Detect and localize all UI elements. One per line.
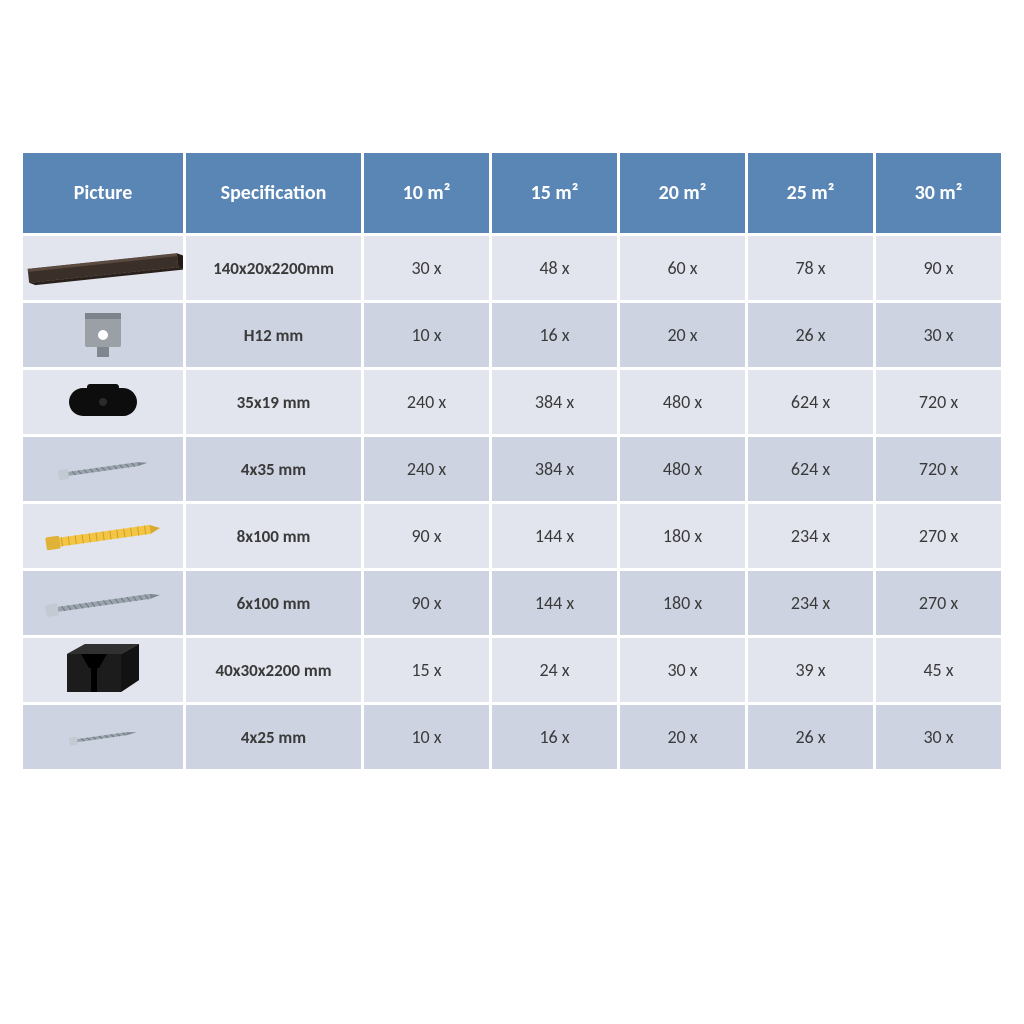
col-25m2: 25 m² xyxy=(748,153,873,233)
qty-cell: 30 x xyxy=(876,303,1001,367)
table-row: 35x19 mm240 x384 x480 x624 x720 x xyxy=(23,370,1001,434)
qty-cell: 240 x xyxy=(364,370,489,434)
qty-cell: 30 x xyxy=(876,705,1001,769)
qty-cell: 270 x xyxy=(876,504,1001,568)
qty-cell: 90 x xyxy=(876,236,1001,300)
qty-cell: 30 x xyxy=(364,236,489,300)
qty-cell: 10 x xyxy=(364,705,489,769)
spec-cell: H12 mm xyxy=(186,303,361,367)
qty-cell: 480 x xyxy=(620,437,745,501)
screw-tiny-icon xyxy=(23,705,183,769)
table-row: 4x25 mm10 x16 x20 x26 x30 x xyxy=(23,705,1001,769)
table-row: 140x20x2200mm30 x48 x60 x78 x90 x xyxy=(23,236,1001,300)
spec-cell: 35x19 mm xyxy=(186,370,361,434)
qty-cell: 26 x xyxy=(748,303,873,367)
spec-cell: 6x100 mm xyxy=(186,571,361,635)
table-row: 6x100 mm90 x144 x180 x234 x270 x xyxy=(23,571,1001,635)
table-row: 8x100 mm90 x144 x180 x234 x270 x xyxy=(23,504,1001,568)
qty-cell: 144 x xyxy=(492,504,617,568)
qty-cell: 48 x xyxy=(492,236,617,300)
black-clip-icon xyxy=(23,370,183,434)
screw-long-icon xyxy=(23,571,183,635)
table-row: H12 mm10 x16 x20 x26 x30 x xyxy=(23,303,1001,367)
qty-cell: 720 x xyxy=(876,437,1001,501)
clip-icon xyxy=(23,303,183,367)
qty-cell: 270 x xyxy=(876,571,1001,635)
qty-cell: 78 x xyxy=(748,236,873,300)
parts-table: Picture Specification 10 m² 15 m² 20 m² … xyxy=(20,150,1004,772)
col-picture: Picture xyxy=(23,153,183,233)
qty-cell: 720 x xyxy=(876,370,1001,434)
col-10m2: 10 m² xyxy=(364,153,489,233)
spec-cell: 8x100 mm xyxy=(186,504,361,568)
qty-cell: 480 x xyxy=(620,370,745,434)
joist-icon xyxy=(23,638,183,702)
qty-cell: 30 x xyxy=(620,638,745,702)
qty-cell: 26 x xyxy=(748,705,873,769)
qty-cell: 240 x xyxy=(364,437,489,501)
qty-cell: 624 x xyxy=(748,370,873,434)
qty-cell: 624 x xyxy=(748,437,873,501)
qty-cell: 16 x xyxy=(492,705,617,769)
qty-cell: 20 x xyxy=(620,303,745,367)
qty-cell: 24 x xyxy=(492,638,617,702)
qty-cell: 90 x xyxy=(364,504,489,568)
col-15m2: 15 m² xyxy=(492,153,617,233)
qty-cell: 45 x xyxy=(876,638,1001,702)
col-20m2: 20 m² xyxy=(620,153,745,233)
header-row: Picture Specification 10 m² 15 m² 20 m² … xyxy=(23,153,1001,233)
spec-cell: 4x35 mm xyxy=(186,437,361,501)
qty-cell: 180 x xyxy=(620,504,745,568)
spec-cell: 40x30x2200 mm xyxy=(186,638,361,702)
screw-small-icon xyxy=(23,437,183,501)
spec-cell: 4x25 mm xyxy=(186,705,361,769)
qty-cell: 234 x xyxy=(748,504,873,568)
qty-cell: 384 x xyxy=(492,370,617,434)
qty-cell: 15 x xyxy=(364,638,489,702)
table-row: 40x30x2200 mm15 x24 x30 x39 x45 x xyxy=(23,638,1001,702)
spec-cell: 140x20x2200mm xyxy=(186,236,361,300)
qty-cell: 180 x xyxy=(620,571,745,635)
dowel-icon xyxy=(23,504,183,568)
qty-cell: 144 x xyxy=(492,571,617,635)
qty-cell: 10 x xyxy=(364,303,489,367)
col-30m2: 30 m² xyxy=(876,153,1001,233)
qty-cell: 90 x xyxy=(364,571,489,635)
qty-cell: 60 x xyxy=(620,236,745,300)
qty-cell: 16 x xyxy=(492,303,617,367)
qty-cell: 234 x xyxy=(748,571,873,635)
qty-cell: 384 x xyxy=(492,437,617,501)
table-row: 4x35 mm240 x384 x480 x624 x720 x xyxy=(23,437,1001,501)
qty-cell: 39 x xyxy=(748,638,873,702)
col-spec: Specification xyxy=(186,153,361,233)
qty-cell: 20 x xyxy=(620,705,745,769)
board-icon xyxy=(23,236,183,300)
